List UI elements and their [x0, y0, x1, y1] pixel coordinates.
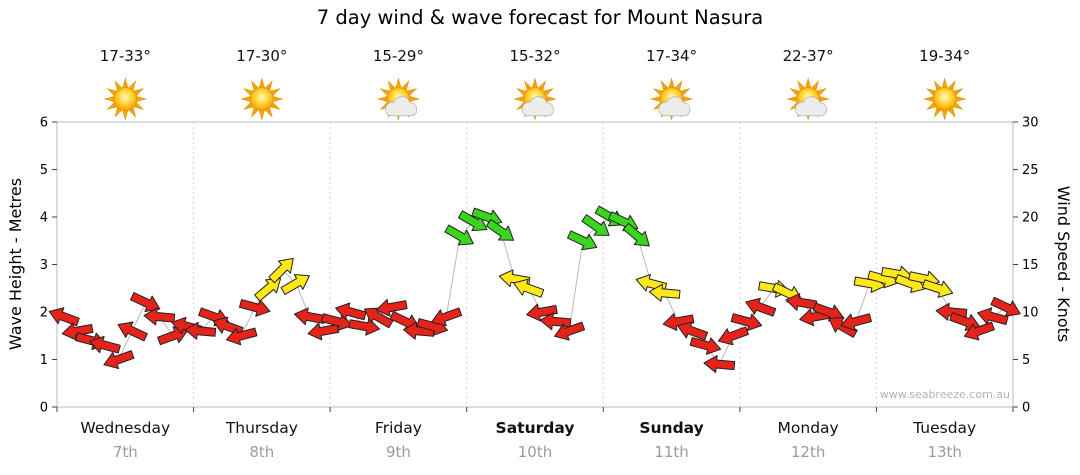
wind-arrow	[689, 337, 722, 355]
wave-height-axis-title: Wave Height - Metres	[6, 177, 25, 351]
wind-arrow	[375, 298, 408, 317]
wind-arrow	[143, 307, 176, 326]
wind-arrow	[513, 278, 545, 298]
wind-arrow	[677, 321, 709, 341]
wind-arrow	[622, 222, 650, 247]
wind-arrow	[444, 224, 474, 246]
wind-arrow	[921, 279, 954, 298]
day-name-label: Thursday	[225, 419, 298, 437]
wave-height-tick-label: 0	[40, 401, 48, 416]
wind-speed-tick-label: 15	[1022, 258, 1039, 273]
sun-rays	[103, 77, 147, 121]
wind-arrow	[567, 230, 598, 251]
wind-arrow	[554, 321, 586, 341]
day-name-label: Sunday	[639, 419, 703, 437]
temp-range-label: 17-30°	[236, 47, 287, 65]
day-date-label: 7th	[113, 443, 138, 461]
wind-arrow	[268, 257, 294, 284]
wind-arrow	[184, 321, 217, 340]
wind-arrow	[225, 327, 258, 346]
wind-arrow	[745, 297, 777, 317]
wind-arrow	[238, 299, 271, 317]
day-date-label: 12th	[791, 443, 825, 461]
wind-arrow	[293, 307, 326, 326]
wind-speed-tick-label: 5	[1022, 353, 1030, 368]
temp-range-label: 22-37°	[783, 47, 834, 65]
cloud-overlay	[659, 105, 690, 116]
cloud-overlay	[386, 105, 417, 116]
wind-arrow	[840, 313, 872, 331]
day-date-label: 13th	[927, 443, 961, 461]
chart-title: 7 day wind & wave forecast for Mount Nas…	[316, 6, 764, 29]
temp-range-label: 17-34°	[646, 47, 697, 65]
wind-arrow	[990, 296, 1021, 317]
wave-height-tick-label: 1	[40, 353, 48, 368]
wind-arrow	[785, 293, 818, 311]
wind-arrow	[648, 283, 681, 302]
sun-cloud-icon	[513, 77, 557, 121]
day-name-label: Friday	[375, 419, 422, 437]
wind-arrow	[485, 218, 515, 241]
wind-speed-axis-title: Wind Speed - Knots	[1054, 185, 1073, 343]
wind-arrow	[458, 210, 488, 232]
wave-height-tick-label: 5	[40, 163, 48, 178]
sun-rays	[923, 77, 967, 121]
watermark: www.seabreeze.com.au	[879, 388, 1010, 401]
day-name-label: Wednesday	[80, 419, 170, 437]
wind-arrow	[526, 303, 558, 322]
wave-height-tick-label: 4	[40, 211, 48, 226]
sun-core	[113, 87, 138, 111]
sun-cloud-icon	[376, 77, 421, 121]
sun-core	[932, 87, 957, 111]
sun-core	[249, 87, 274, 111]
cloud-overlay	[523, 105, 553, 116]
wind-arrow	[103, 350, 135, 370]
day-date-label: 11th	[654, 443, 688, 461]
day-date-label: 10th	[518, 443, 552, 461]
sun-rays	[240, 77, 284, 121]
sun-cloud-icon	[786, 77, 830, 121]
wind-arrow	[254, 277, 282, 302]
plot-area	[56, 121, 1014, 408]
wave-height-tick-label: 3	[40, 258, 48, 273]
temp-range-label: 17-33°	[100, 47, 151, 65]
wind-arrow	[280, 274, 310, 295]
sun-icon	[923, 77, 967, 121]
wave-height-tick-label: 2	[40, 306, 48, 321]
wind-speed-tick-label: 10	[1022, 306, 1039, 321]
wind-arrow	[61, 322, 94, 341]
wind-arrow	[963, 321, 995, 341]
wind-arrow	[662, 313, 695, 331]
wave-height-tick-label: 6	[40, 116, 48, 131]
wind-arrow	[335, 302, 367, 321]
wind-speed-tick-label: 20	[1022, 211, 1039, 226]
day-name-label: Saturday	[496, 419, 575, 437]
day-date-label: 9th	[386, 443, 411, 461]
wind-arrow	[348, 317, 381, 336]
day-date-label: 8th	[249, 443, 274, 461]
day-name-label: Monday	[778, 419, 839, 437]
wind-arrow	[48, 307, 80, 327]
wind-arrow	[581, 214, 610, 236]
wind-arrow	[89, 335, 121, 354]
sun-icon	[240, 77, 284, 121]
day-name-label: Tuesday	[912, 419, 976, 437]
wind-speed-tick-label: 0	[1022, 401, 1030, 416]
sun-cloud-icon	[649, 77, 694, 121]
wind-arrow	[117, 321, 148, 342]
temp-range-label: 15-32°	[509, 47, 560, 65]
wind-arrow	[717, 326, 749, 346]
temp-range-label: 15-29°	[373, 47, 424, 65]
wind-arrow	[431, 307, 463, 327]
sun-icon	[103, 77, 147, 121]
wind-arrow	[703, 355, 736, 374]
wind-speed-tick-label: 30	[1022, 116, 1039, 131]
cloud-overlay	[796, 105, 827, 116]
wind-speed-tick-label: 25	[1022, 163, 1039, 178]
temp-range-label: 19-34°	[919, 47, 970, 65]
wind-arrow	[730, 313, 763, 331]
